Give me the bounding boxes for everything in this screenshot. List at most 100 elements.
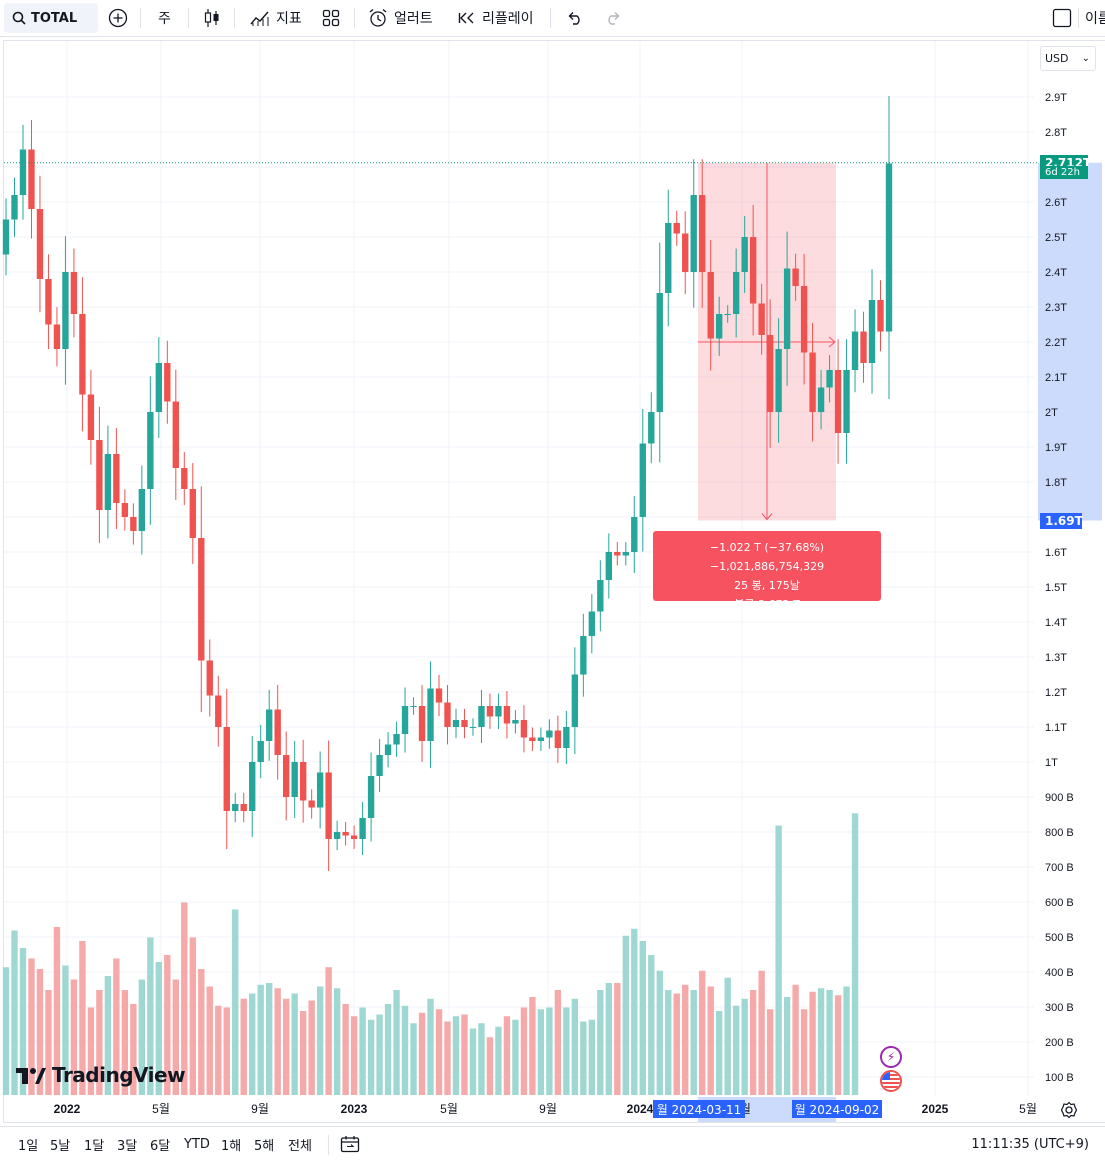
range-button[interactable]: 5날 [50, 1138, 71, 1154]
volume-bar [70, 979, 78, 1095]
volume-bar [851, 813, 859, 1095]
clock[interactable]: 11:11:35 (UTC+9) [971, 1127, 1089, 1161]
candle-body [410, 706, 417, 707]
alert-button[interactable]: 얼러트 [368, 0, 433, 36]
volume-bar [571, 998, 579, 1095]
volume-bar [809, 991, 816, 1095]
toolbar-divider [188, 8, 189, 28]
range-button[interactable]: 전체 [288, 1138, 312, 1154]
candle-body [376, 755, 383, 776]
volume-bar [580, 1021, 587, 1095]
volume-bar [775, 825, 782, 1095]
goto-date-button[interactable] [340, 1127, 360, 1161]
candle-body [215, 695, 222, 727]
rewind-icon [458, 11, 476, 25]
volume-bar [376, 1014, 383, 1095]
candle-body [223, 727, 230, 811]
price-tick-label: 2.1T [1045, 372, 1067, 384]
volume-bar [724, 977, 731, 1095]
range-button[interactable]: 1해 [221, 1138, 242, 1154]
chart-area[interactable] [3, 40, 1105, 1123]
range-button[interactable]: 1일 [18, 1138, 39, 1154]
chart-name-button[interactable]: 이름 [1085, 0, 1105, 36]
volume-bar [2, 967, 10, 1095]
price-chart[interactable]: 2.9T2.8T2.7T2.6T2.5T2.4T2.3T2.2T2.1T2T1.… [0, 0, 1105, 1125]
currency-select[interactable]: USD ⌄ [1040, 46, 1096, 71]
candle-body [62, 272, 69, 349]
volume-bar [639, 941, 646, 1095]
volume-bar [554, 990, 562, 1095]
volume-bar [410, 1023, 417, 1095]
volume-bar [783, 997, 791, 1095]
volume-bar [172, 979, 179, 1095]
volume-bar [673, 993, 680, 1095]
lightning-icon[interactable]: ⚡ [880, 1046, 902, 1068]
compare-button[interactable] [108, 0, 128, 36]
calendar-icon [340, 1135, 360, 1153]
candle-body [588, 611, 596, 636]
range-button[interactable]: YTD [184, 1136, 210, 1152]
candle-body [164, 363, 171, 402]
tradingview-logo[interactable]: TradingView [16, 1062, 186, 1088]
axis-settings-icon[interactable] [1060, 1101, 1078, 1119]
candle-body [45, 279, 52, 325]
layouts-button[interactable] [322, 0, 340, 36]
date-badge-start: 월 2024-03-11 [653, 1100, 745, 1118]
volume-bar [800, 1009, 808, 1095]
candle-body [333, 832, 341, 839]
price-tick-label: 1T [1045, 757, 1058, 769]
candle-body [121, 503, 129, 517]
fullscreen-button[interactable] [1052, 0, 1072, 36]
time-tick-label: 9월 [251, 1102, 269, 1116]
search-icon [12, 11, 26, 25]
volume-bar [817, 988, 825, 1095]
volume-bar [299, 1011, 307, 1095]
time-tick-label: 2022 [54, 1102, 81, 1116]
volume-bar [333, 988, 341, 1095]
candle-body [520, 720, 528, 738]
candle-body [155, 363, 163, 412]
toolbar-divider [328, 1135, 329, 1155]
redo-button[interactable] [604, 0, 622, 36]
volume-bar [87, 1007, 95, 1095]
us-flag-icon[interactable] [880, 1070, 902, 1092]
range-button[interactable]: 1달 [84, 1138, 105, 1154]
volume-bar [597, 990, 604, 1095]
price-tick-label: 1.2T [1045, 687, 1067, 699]
candle-body [249, 762, 256, 811]
volume-bar [206, 986, 213, 1095]
undo-button[interactable] [566, 0, 584, 36]
volume-bar [45, 990, 52, 1095]
candle-body [732, 272, 740, 314]
volume-bar [155, 962, 163, 1095]
volume-bar [631, 928, 638, 1095]
symbol-search[interactable]: TOTAL [4, 3, 98, 33]
interval-button[interactable]: 주 [158, 0, 171, 36]
chart-type-button[interactable] [203, 0, 221, 36]
replay-button[interactable]: 리플레이 [458, 0, 534, 36]
candle-body [36, 209, 44, 279]
price-tick-label: 1.9T [1045, 442, 1067, 454]
candle-body [28, 149, 35, 209]
range-button[interactable]: 5해 [254, 1138, 275, 1154]
candle-body [860, 331, 867, 363]
range-button[interactable]: 6달 [150, 1138, 171, 1154]
interval-label: 주 [158, 11, 171, 27]
volume-bar [834, 995, 842, 1095]
indicators-button[interactable]: 지표 [250, 0, 302, 36]
candle-body [266, 709, 273, 741]
time-tick-label: 2023 [341, 1102, 368, 1116]
volume-bar [308, 1000, 315, 1095]
candle-body [690, 195, 697, 272]
volume-bar [393, 990, 400, 1095]
range-button[interactable]: 3달 [117, 1138, 138, 1154]
date-badge-end-text: 월 2024-09-02 [794, 1102, 880, 1117]
volume-bar [291, 993, 298, 1095]
time-axis: 20225월9월20235월9월20245월20255월 [54, 1102, 1037, 1116]
volume-bar [240, 998, 247, 1095]
volume-bar [648, 955, 655, 1095]
volume-bar [614, 983, 621, 1095]
price-axis-highlight [1038, 162, 1102, 521]
price-tick-label: 2.3T [1045, 302, 1067, 314]
tradingview-logo-text: TradingView [52, 1063, 186, 1087]
